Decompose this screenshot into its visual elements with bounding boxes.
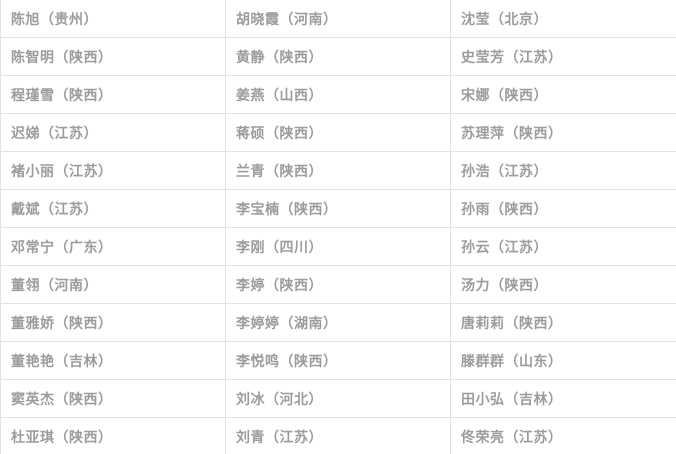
- name-cell: 孙浩（江苏）: [450, 152, 676, 190]
- name-cell: 佟荣亮（江苏）: [450, 418, 676, 454]
- name-cell: 迟娣（江苏）: [0, 114, 225, 152]
- name-cell: 杜亚琪（陕西）: [0, 418, 225, 454]
- name-cell: 董艳艳（吉林）: [0, 342, 225, 380]
- name-cell: 沈莹（北京）: [450, 0, 676, 38]
- name-cell: 窦英杰（陕西）: [0, 380, 225, 418]
- name-cell: 孙云（江苏）: [450, 228, 676, 266]
- name-cell: 陈智明（陕西）: [0, 38, 225, 76]
- name-cell: 李宝楠（陕西）: [225, 190, 450, 228]
- name-cell: 董雅娇（陕西）: [0, 304, 225, 342]
- name-cell: 田小弘（吉林）: [450, 380, 676, 418]
- name-cell: 唐莉莉（陕西）: [450, 304, 676, 342]
- name-cell: 李悦鸣（陕西）: [225, 342, 450, 380]
- name-cell: 宋娜（陕西）: [450, 76, 676, 114]
- name-cell: 李婷婷（湖南）: [225, 304, 450, 342]
- name-cell: 苏理萍（陕西）: [450, 114, 676, 152]
- name-cell: 汤力（陕西）: [450, 266, 676, 304]
- name-cell: 李婷（陕西）: [225, 266, 450, 304]
- name-cell: 姜燕（山西）: [225, 76, 450, 114]
- name-cell: 孙雨（陕西）: [450, 190, 676, 228]
- name-cell: 蒋硕（陕西）: [225, 114, 450, 152]
- name-cell: 董翎（河南）: [0, 266, 225, 304]
- name-cell: 邓常宁（广东）: [0, 228, 225, 266]
- name-cell: 刘青（江苏）: [225, 418, 450, 454]
- name-cell: 程瑾雪（陕西）: [0, 76, 225, 114]
- name-cell: 胡晓霞（河南）: [225, 0, 450, 38]
- name-cell: 史莹芳（江苏）: [450, 38, 676, 76]
- name-cell: 刘冰（河北）: [225, 380, 450, 418]
- name-cell: 戴斌（江苏）: [0, 190, 225, 228]
- name-cell: 褚小丽（江苏）: [0, 152, 225, 190]
- name-cell: 黄静（陕西）: [225, 38, 450, 76]
- name-cell: 滕群群（山东）: [450, 342, 676, 380]
- name-cell: 陈旭（贵州）: [0, 0, 225, 38]
- name-cell: 李刚（四川）: [225, 228, 450, 266]
- name-cell: 兰青（陕西）: [225, 152, 450, 190]
